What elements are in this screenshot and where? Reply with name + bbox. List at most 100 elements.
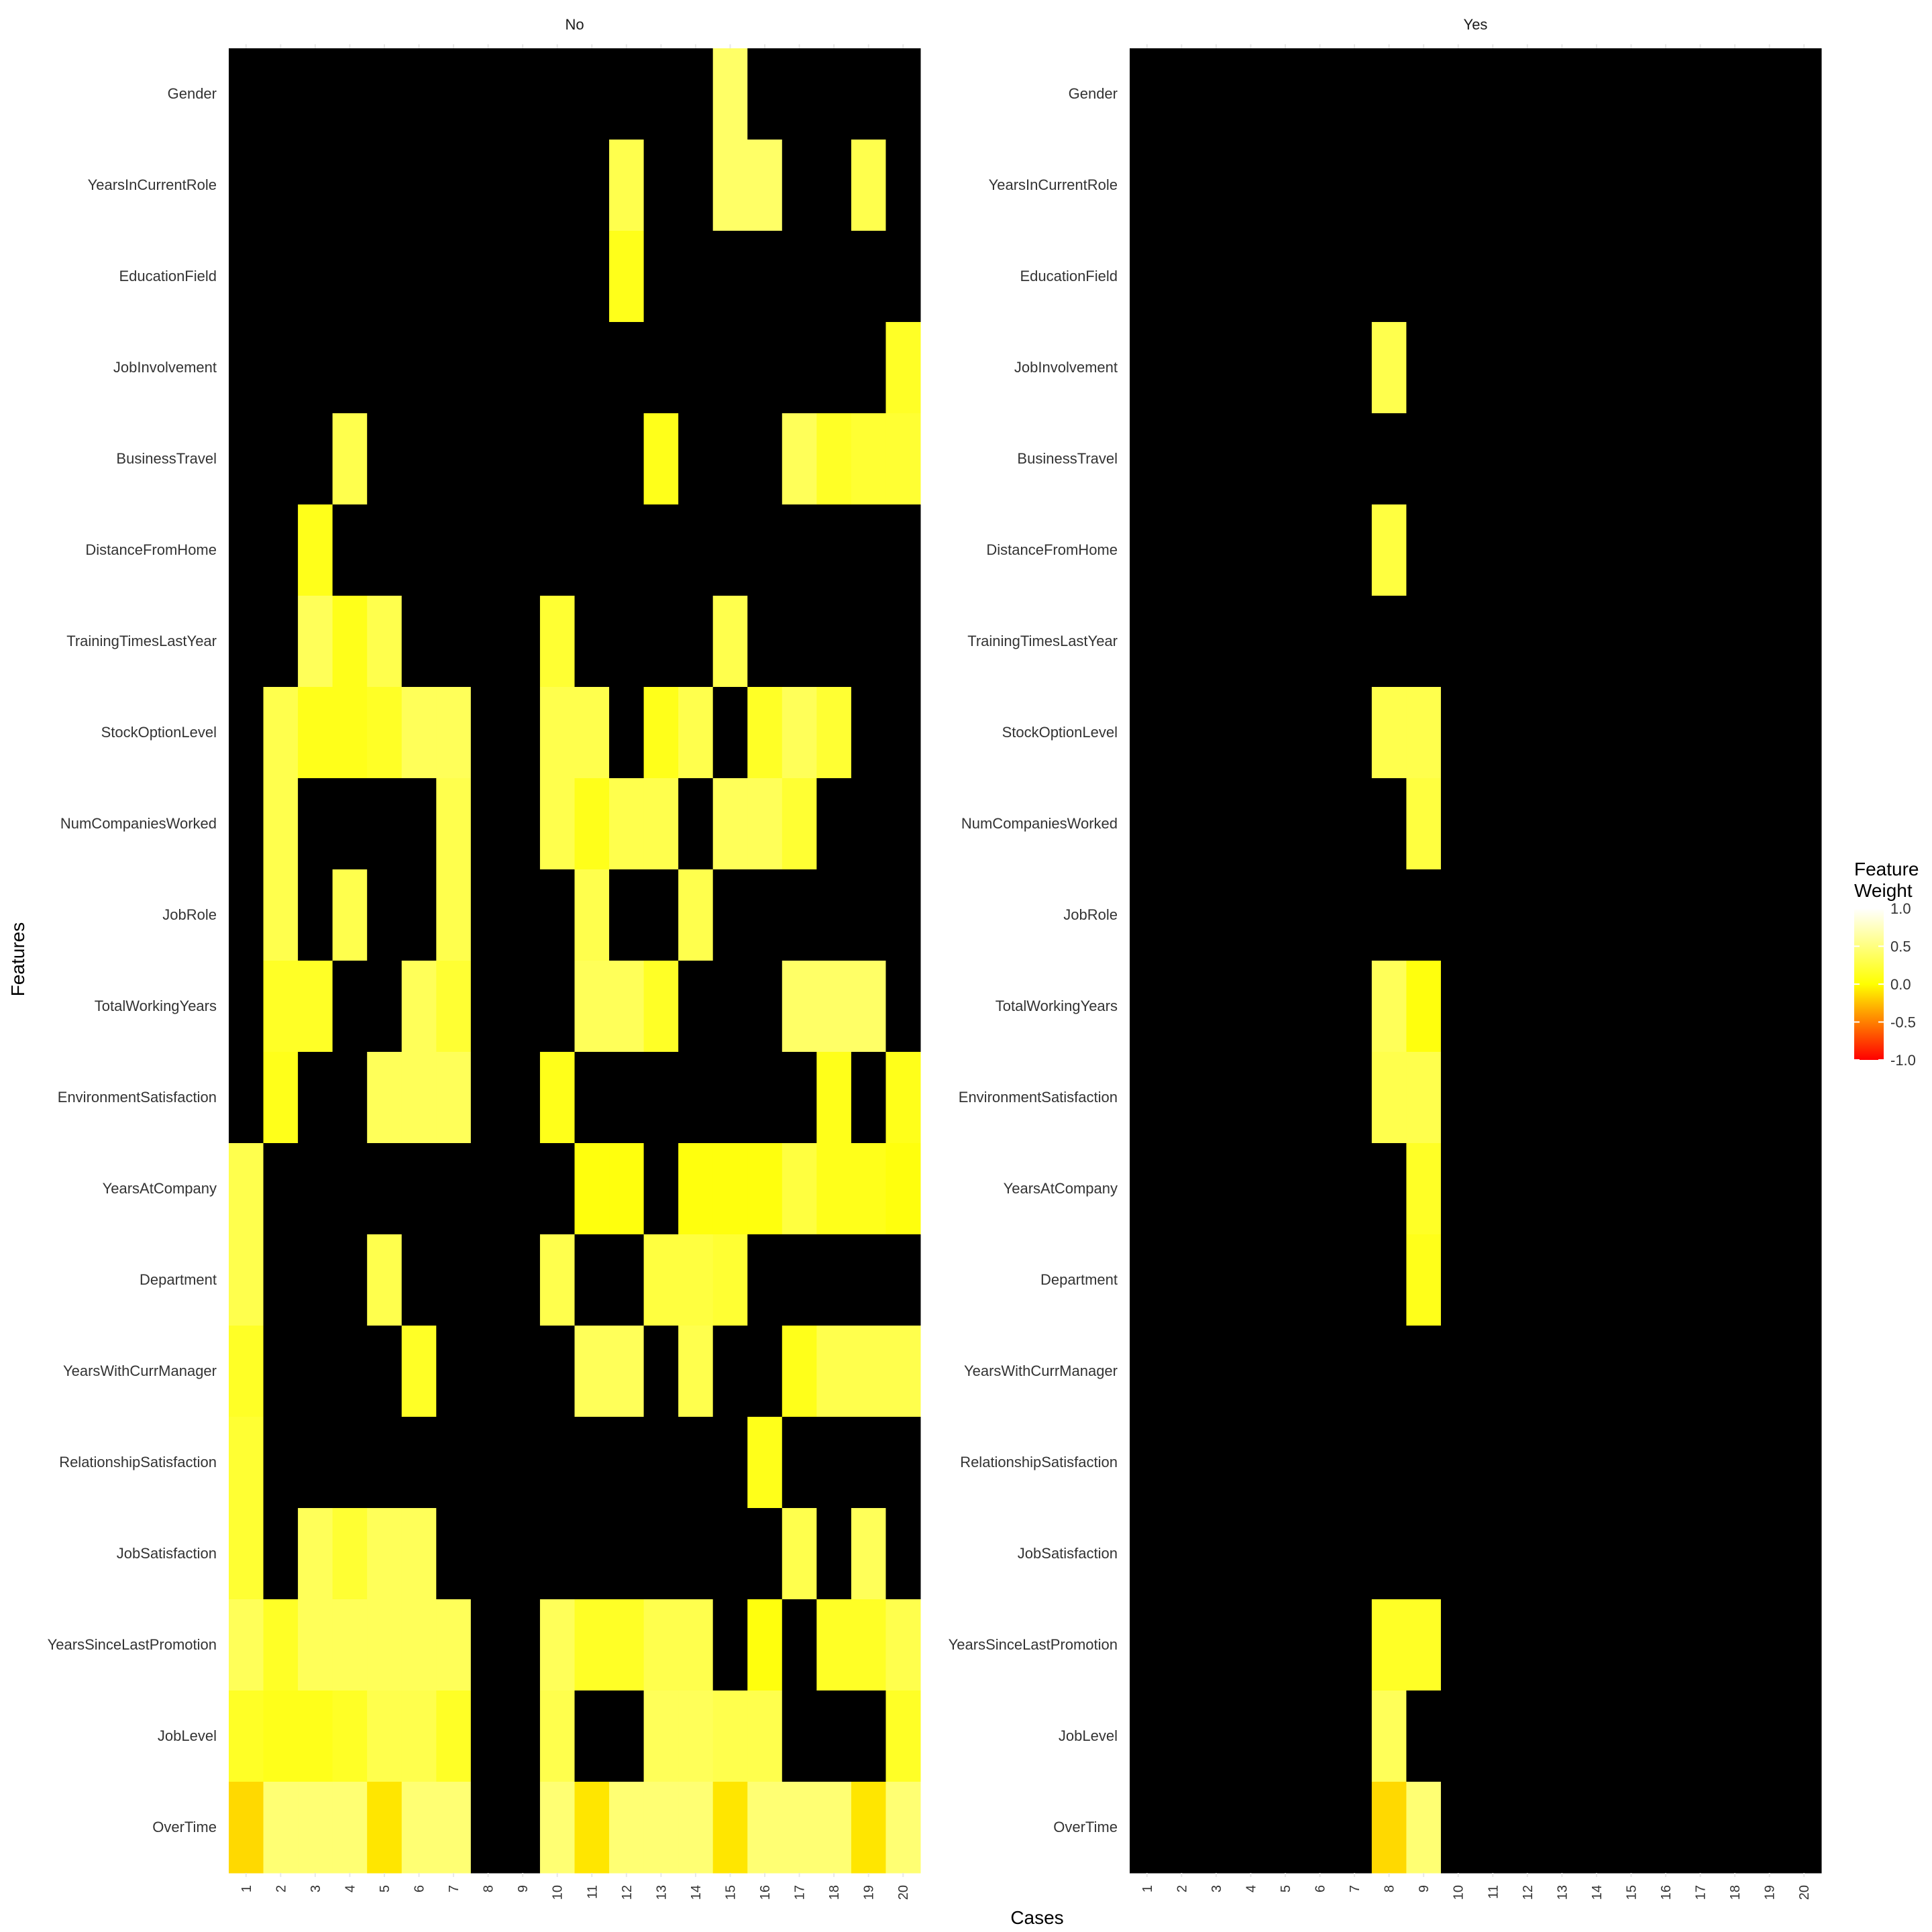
heatmap-tile <box>1476 1143 1511 1235</box>
heatmap-tile <box>1683 1143 1718 1235</box>
x-tick-label: 8 <box>482 1885 496 1892</box>
y-tick-label: TotalWorkingYears <box>95 998 217 1014</box>
heatmap-tile <box>1337 1782 1372 1874</box>
heatmap-tile <box>782 1052 817 1144</box>
heatmap-tile <box>747 413 782 505</box>
y-tick-label: JobRole <box>162 906 217 923</box>
heatmap-tile <box>575 1417 610 1509</box>
heatmap-tile <box>1303 1782 1338 1874</box>
heatmap-tile <box>333 1143 368 1235</box>
heatmap-tile <box>1268 1326 1303 1417</box>
heatmap-tile <box>851 687 886 779</box>
heatmap-tile <box>1579 504 1614 596</box>
heatmap-tile <box>1683 140 1718 231</box>
y-tick-label: StockOptionLevel <box>1002 724 1118 741</box>
heatmap-tile <box>747 322 782 414</box>
heatmap-tile <box>1337 322 1372 414</box>
heatmap-tile <box>1476 1508 1511 1600</box>
heatmap-tile <box>885 869 920 961</box>
heatmap-tile <box>1786 1599 1821 1691</box>
heatmap-tile <box>1579 1782 1614 1874</box>
heatmap-tile <box>333 504 368 596</box>
heatmap-tile <box>333 1690 368 1782</box>
heatmap-tile <box>713 596 748 688</box>
heatmap-tile <box>782 322 817 414</box>
heatmap-tile <box>1199 869 1234 961</box>
heatmap-tile <box>1234 1143 1269 1235</box>
heatmap-tile <box>402 1782 437 1874</box>
y-tick-label: JobRole <box>1063 906 1118 923</box>
y-tick-label: DistanceFromHome <box>986 541 1118 558</box>
heatmap-tile <box>264 961 299 1053</box>
heatmap-tile <box>505 1143 540 1235</box>
heatmap-tile <box>367 1326 402 1417</box>
heatmap-tile <box>678 413 713 505</box>
heatmap-tile <box>1614 504 1649 596</box>
heatmap-tile <box>1614 140 1649 231</box>
heatmap-tile <box>816 322 851 414</box>
heatmap-tile <box>1752 413 1787 505</box>
heatmap-tile <box>713 48 748 140</box>
heatmap-tile <box>1199 48 1234 140</box>
heatmap-tile <box>1441 48 1476 140</box>
heatmap-tile <box>1337 1143 1372 1235</box>
heatmap-tile <box>1510 778 1545 870</box>
heatmap-tile <box>575 322 610 414</box>
heatmap-tile <box>1545 687 1580 779</box>
heatmap-tile <box>1510 48 1545 140</box>
heatmap-tile <box>713 1234 748 1326</box>
heatmap-tile <box>1441 1599 1476 1691</box>
heatmap-tile <box>1614 869 1649 961</box>
heatmap-tile <box>264 1052 299 1144</box>
heatmap-tile <box>1579 1326 1614 1417</box>
heatmap-tile <box>1579 1508 1614 1600</box>
heatmap-tile <box>678 961 713 1053</box>
heatmap-tile <box>1268 1782 1303 1874</box>
heatmap-tile <box>747 687 782 779</box>
heatmap-tile <box>1199 1599 1234 1691</box>
heatmap-tile <box>1579 1143 1614 1235</box>
y-tick-label: YearsWithCurrManager <box>964 1362 1118 1379</box>
heatmap-tile <box>298 1417 333 1509</box>
heatmap-tile <box>1406 1052 1441 1144</box>
heatmap-tile <box>816 504 851 596</box>
heatmap-tile <box>1786 1326 1821 1417</box>
heatmap-tile <box>333 778 368 870</box>
heatmap-tile <box>436 1417 471 1509</box>
heatmap-tile <box>298 1690 333 1782</box>
heatmap-tile <box>816 231 851 323</box>
heatmap-tile <box>1199 961 1234 1053</box>
heatmap-tile <box>1752 778 1787 870</box>
heatmap-tile <box>575 869 610 961</box>
heatmap-tile <box>540 1234 575 1326</box>
heatmap-tile <box>1614 231 1649 323</box>
heatmap-tile <box>1683 48 1718 140</box>
heatmap-tile <box>1683 778 1718 870</box>
heatmap-tile <box>1199 778 1234 870</box>
heatmap-tile <box>1614 1508 1649 1600</box>
heatmap-tile <box>436 1326 471 1417</box>
heatmap-tile <box>1234 869 1269 961</box>
heatmap-tile <box>644 1417 679 1509</box>
heatmap-tile <box>1510 322 1545 414</box>
heatmap-tile <box>1683 504 1718 596</box>
heatmap-tile <box>885 1052 920 1144</box>
heatmap-tile <box>367 1690 402 1782</box>
heatmap-tile <box>678 1326 713 1417</box>
y-tick-label: NumCompaniesWorked <box>961 815 1118 832</box>
heatmap-tile <box>1165 504 1199 596</box>
heatmap-tile <box>1579 778 1614 870</box>
heatmap-tile <box>333 322 368 414</box>
heatmap-tile <box>367 869 402 961</box>
heatmap-tile <box>1476 1690 1511 1782</box>
heatmap-tile <box>782 596 817 688</box>
heatmap-tile <box>1683 413 1718 505</box>
heatmap-tile <box>1234 1052 1269 1144</box>
heatmap-tile <box>644 1326 679 1417</box>
heatmap-tile <box>1130 322 1165 414</box>
heatmap-tile <box>1234 1417 1269 1509</box>
heatmap-tile <box>1130 231 1165 323</box>
heatmap-tile <box>1545 231 1580 323</box>
heatmap-tile <box>1683 231 1718 323</box>
heatmap-tile <box>1717 48 1752 140</box>
